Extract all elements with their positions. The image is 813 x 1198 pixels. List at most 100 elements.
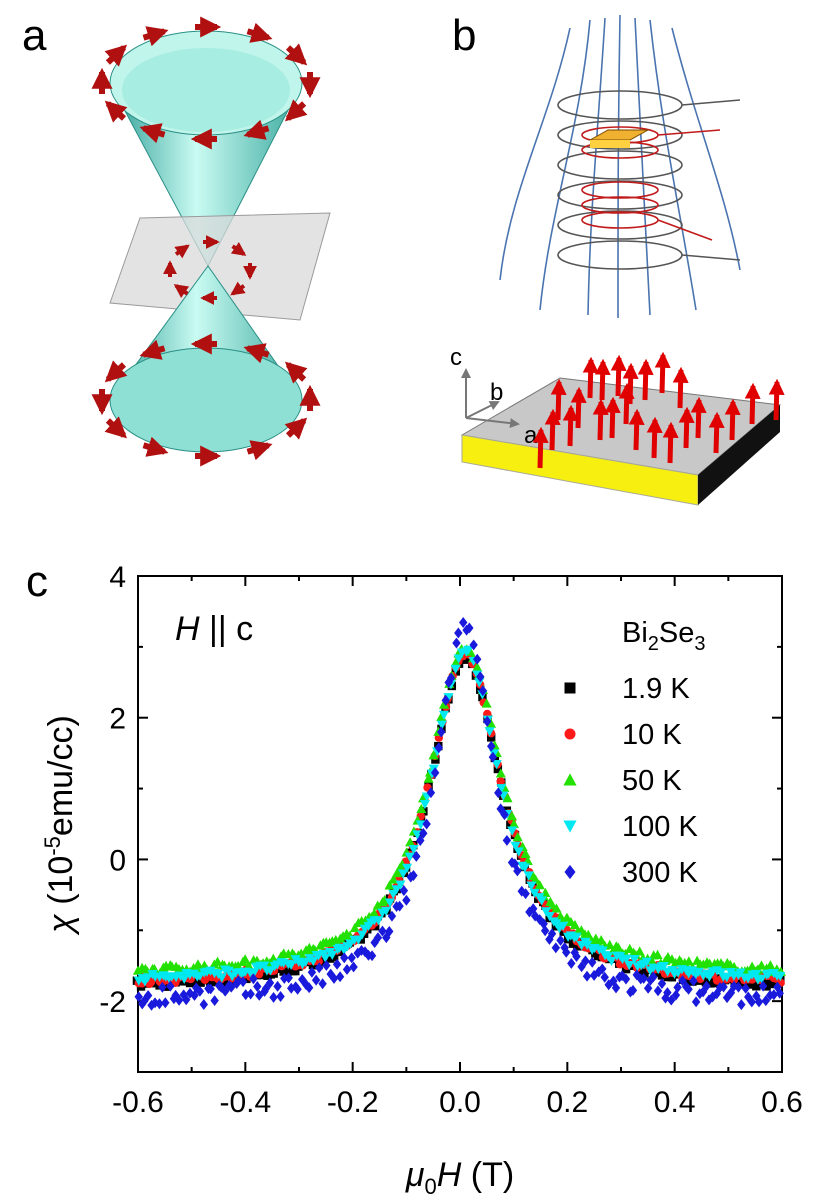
- data-point: [561, 912, 572, 922]
- data-point: [436, 720, 447, 730]
- data-points: [132, 617, 786, 1011]
- data-point: [689, 975, 698, 987]
- data-point: [726, 987, 736, 999]
- moment-arrow: [570, 386, 587, 429]
- data-point: [769, 989, 779, 1001]
- legend-marker: [564, 728, 576, 740]
- moment-arrow: [622, 362, 639, 405]
- moment-arrow: [768, 378, 785, 421]
- data-point: [775, 971, 786, 982]
- data-point: [450, 664, 461, 674]
- data-point: [473, 653, 482, 665]
- data-point: [335, 971, 345, 983]
- x-tick-label: 0.2: [546, 1086, 588, 1119]
- data-point: [286, 960, 297, 971]
- data-point: [404, 852, 415, 862]
- pickup-coil: [581, 126, 721, 241]
- data-point: [502, 792, 513, 803]
- data-point: [205, 966, 216, 976]
- data-point: [387, 910, 397, 922]
- data-point: [754, 996, 764, 1008]
- data-point: [384, 898, 396, 908]
- data-point: [273, 980, 282, 992]
- moment-arrow: [662, 421, 679, 464]
- data-point: [495, 768, 506, 778]
- data-point: [640, 969, 649, 978]
- y-tick-label: -2: [99, 986, 126, 1019]
- moment-arrow: [646, 416, 663, 459]
- data-point: [758, 980, 768, 992]
- data-point: [493, 764, 503, 774]
- data-point: [240, 954, 251, 964]
- data-point: [367, 950, 377, 962]
- moment-arrow: [672, 366, 689, 409]
- data-point: [667, 973, 677, 982]
- spin-arrow: [284, 361, 308, 384]
- data-point: [530, 874, 541, 884]
- data-point: [629, 955, 640, 965]
- data-point: [314, 962, 324, 974]
- moment-arrow: [654, 351, 671, 394]
- spin-arrow: [243, 119, 270, 140]
- data-point: [453, 654, 464, 664]
- data-point: [416, 803, 427, 814]
- data-point: [661, 992, 670, 1004]
- y-tick-label: 0: [109, 844, 126, 877]
- data-point: [500, 809, 509, 821]
- data-point: [217, 981, 226, 993]
- lower-spin-arrows: [91, 333, 321, 467]
- data-point: [673, 981, 682, 993]
- legend-label: 100 K: [622, 811, 698, 843]
- data-point: [132, 965, 143, 975]
- spin-arrow: [104, 44, 128, 67]
- data-point: [423, 773, 434, 783]
- data-point: [761, 995, 771, 1007]
- data-point: [506, 820, 515, 830]
- moment-arrow: [610, 354, 627, 397]
- slab-end: [698, 405, 780, 505]
- data-point: [693, 967, 704, 978]
- legend-marker: [564, 864, 576, 880]
- spin-arrow: [284, 99, 308, 122]
- spin-arrow: [230, 242, 247, 256]
- moment-arrow: [678, 406, 695, 449]
- data-point: [741, 982, 750, 994]
- data-point: [464, 655, 474, 664]
- coil-sample: [588, 129, 650, 141]
- data-point: [373, 916, 384, 926]
- data-point: [663, 987, 672, 999]
- data-point: [597, 946, 608, 956]
- x-tick-label: -0.2: [327, 1086, 379, 1119]
- data-point: [293, 957, 304, 967]
- data-point: [349, 922, 360, 933]
- series-100k: [133, 645, 786, 987]
- spin-arrow: [246, 22, 273, 43]
- data-point: [562, 946, 571, 958]
- data-point: [301, 979, 311, 991]
- data-point: [596, 935, 607, 945]
- data-point: [544, 912, 555, 922]
- y-tick-label: 4: [109, 561, 126, 594]
- x-tick-label: -0.4: [219, 1086, 271, 1119]
- spin-arrow: [284, 417, 308, 440]
- data-point: [606, 956, 617, 967]
- data-point: [212, 956, 223, 966]
- moment-arrow: [550, 378, 567, 421]
- data-point: [513, 865, 522, 877]
- field-direction-annotation: H || c: [175, 610, 253, 648]
- data-point: [384, 880, 395, 890]
- legend-label: 1.9 K: [622, 673, 690, 705]
- data-point: [520, 848, 531, 858]
- data-point: [419, 799, 430, 810]
- data-point: [541, 907, 552, 917]
- moment-arrow: [618, 382, 635, 425]
- data-point: [249, 973, 258, 985]
- data-point: [712, 988, 721, 1000]
- spin-arrow: [139, 339, 166, 360]
- data-point: [634, 946, 645, 956]
- spin-arrow: [173, 284, 190, 298]
- data-point: [624, 960, 635, 971]
- data-point: [589, 969, 599, 981]
- data-point: [558, 921, 569, 931]
- data-point: [510, 858, 520, 870]
